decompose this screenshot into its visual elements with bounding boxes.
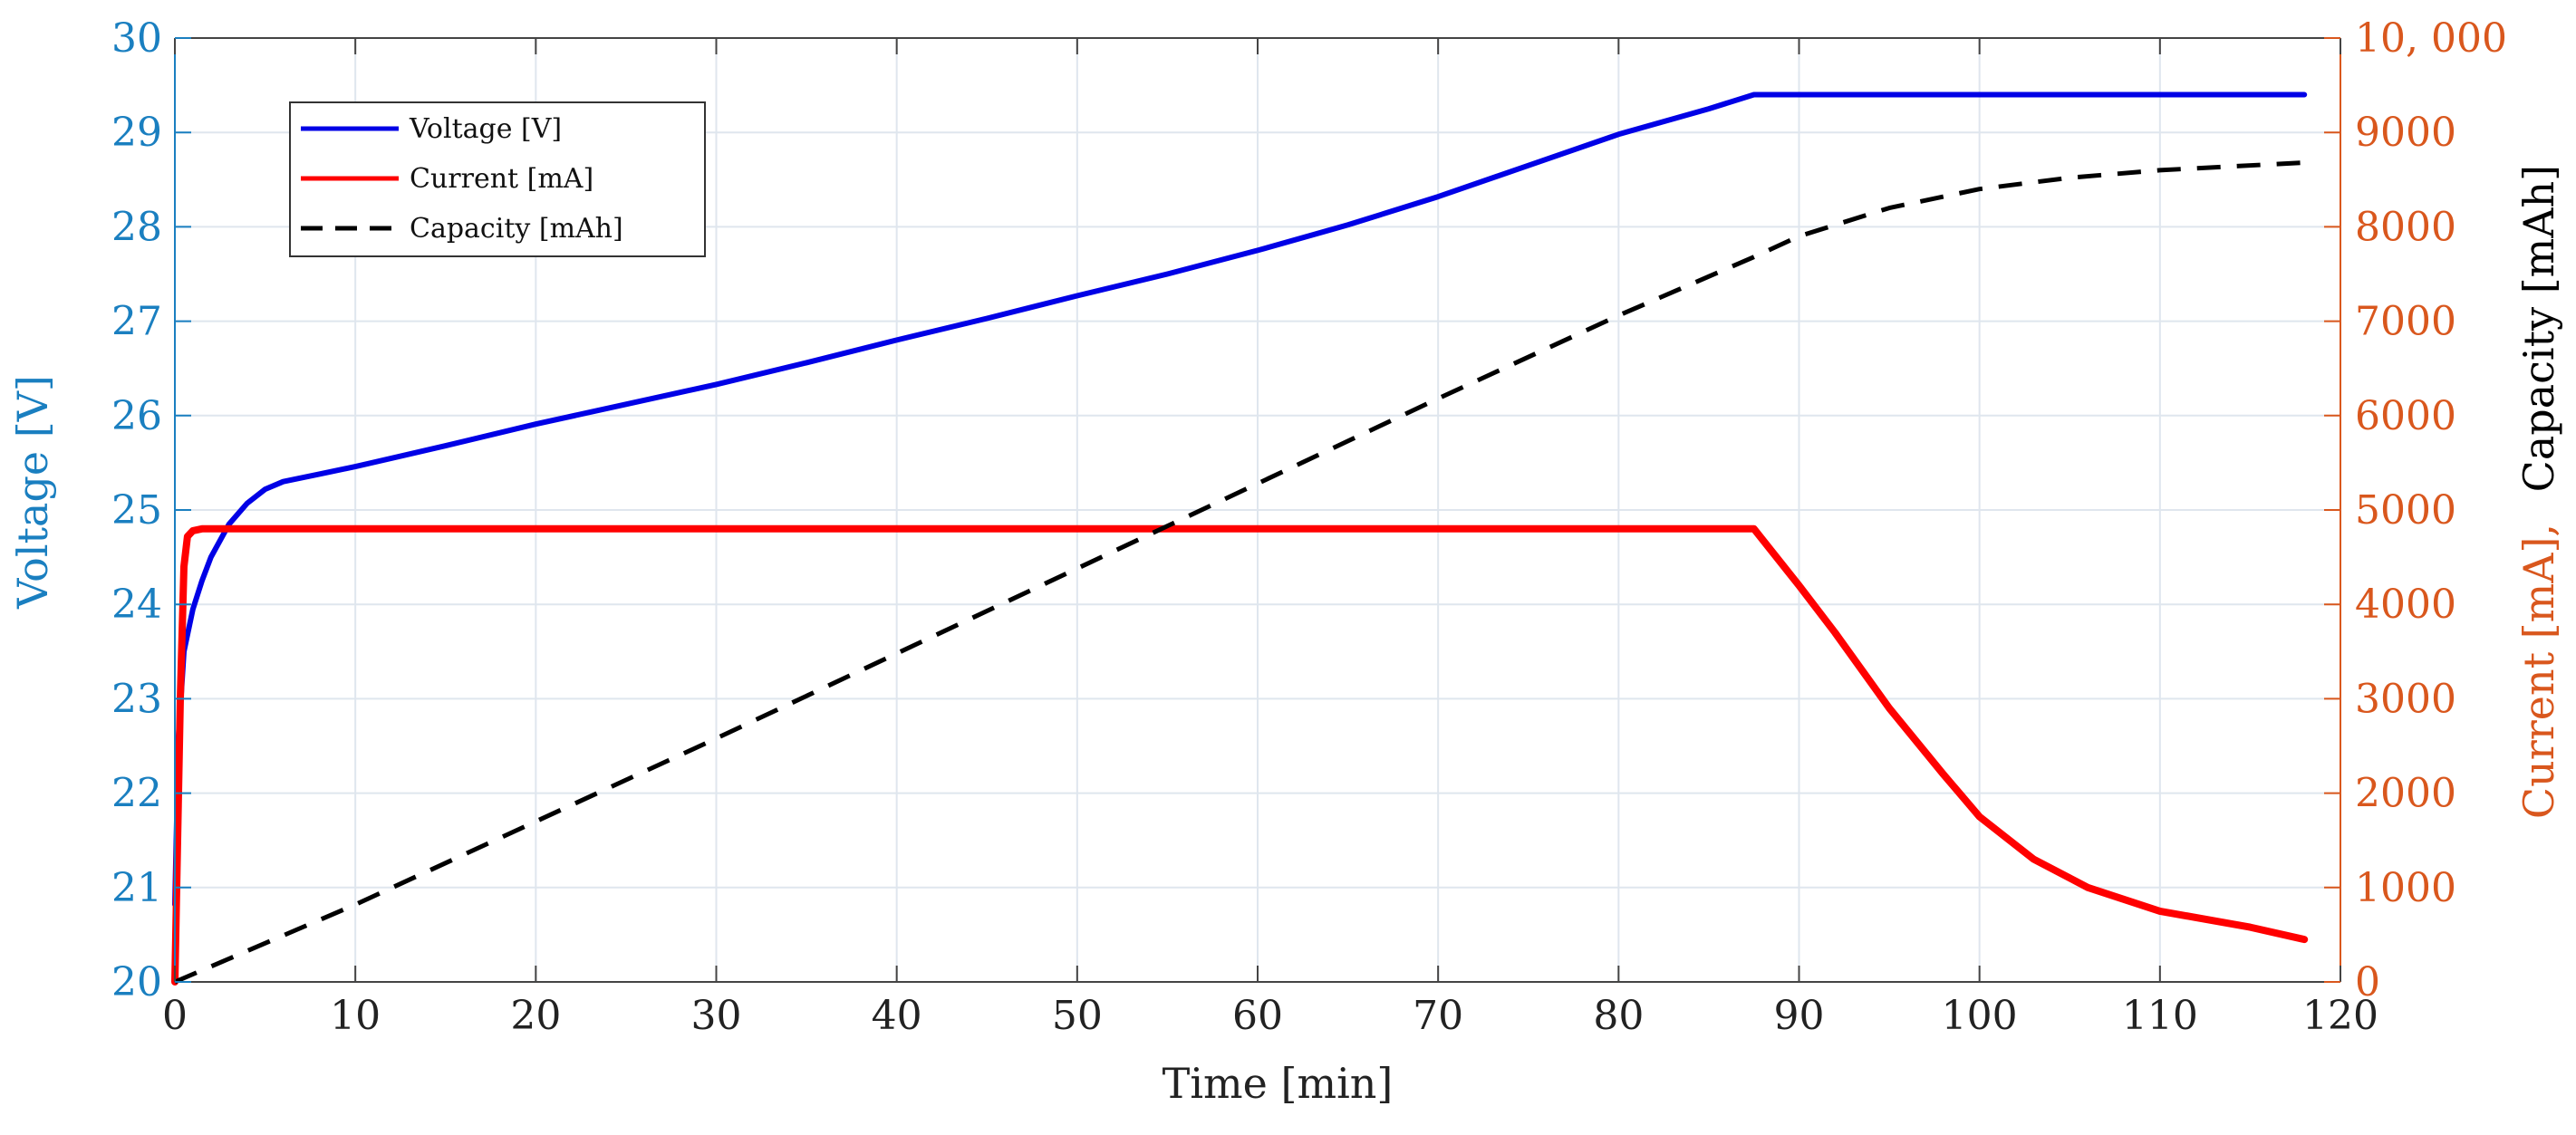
y-left-tick-label: 23 (111, 676, 162, 722)
x-tick-label: 0 (162, 993, 188, 1039)
x-tick-label: 30 (691, 993, 742, 1039)
x-tick-label: 80 (1593, 993, 1644, 1039)
x-tick-label: 120 (2302, 993, 2378, 1039)
y-right-tick-label: 6000 (2355, 393, 2456, 439)
series-line-1 (171, 524, 2309, 986)
y-right-tick-label: 4000 (2355, 582, 2456, 628)
x-tick-label: 100 (1942, 993, 2018, 1039)
x-tick-label: 70 (1413, 993, 1463, 1039)
y-left-tick-label: 22 (111, 771, 162, 817)
x-tick-label: 60 (1232, 993, 1283, 1039)
series-line-2 (174, 160, 2305, 985)
x-tick-label: 20 (510, 993, 561, 1039)
y-right-tick-label: 3000 (2355, 676, 2456, 722)
y-right-axis-title: Current [mA], Capacity [mAh] (2514, 165, 2563, 819)
y-right-tick-label: 2000 (2355, 771, 2456, 817)
y-right-tick-label: 0 (2355, 959, 2380, 1005)
y-left-tick-label: 28 (111, 204, 162, 250)
y-left-tick-label: 24 (111, 582, 162, 628)
y-right-tick-label: 1000 (2355, 865, 2456, 911)
y-left-tick-label: 21 (111, 865, 162, 911)
y-left-tick-label: 29 (111, 110, 162, 156)
y-left-tick-label: 26 (111, 393, 162, 439)
y-left-axis-title: Voltage [V] (8, 375, 57, 610)
y-left-tick-label: 20 (111, 959, 162, 1005)
y-right-tick-label: 9000 (2355, 110, 2456, 156)
y-right-tick-label: 8000 (2355, 204, 2456, 250)
y-left-tick-label: 25 (111, 487, 162, 534)
legend-label-0: Voltage [V] (409, 113, 562, 145)
y-right-current-title: Current [mA], (2514, 524, 2563, 819)
x-tick-label: 110 (2122, 993, 2198, 1039)
x-axis-title: Time [min] (1163, 1059, 1394, 1108)
y-left-tick-label: 30 (111, 15, 162, 62)
y-right-tick-label: 7000 (2355, 299, 2456, 345)
x-tick-label: 40 (872, 993, 922, 1039)
legend: Voltage [V] Current [mA] Capacity [mAh] (289, 101, 706, 257)
legend-label-2: Capacity [mAh] (410, 213, 623, 245)
x-tick-label: 10 (330, 993, 381, 1039)
x-tick-label: 50 (1052, 993, 1103, 1039)
y-right-tick-label: 5000 (2355, 487, 2456, 534)
axes-frame (174, 37, 2341, 983)
legend-label-1: Current [mA] (410, 163, 593, 195)
series-lines (171, 91, 2309, 986)
tick-labels: 0 10 20 30 40 50 60 70 80 90 100 110 120 20 21 22 23 24 25… (111, 15, 2507, 1039)
y-right-capacity-title: Capacity [mAh] (2514, 165, 2563, 492)
y-right-tick-label: 10, 000 (2355, 15, 2507, 62)
series-line-0 (172, 91, 2308, 908)
x-tick-label: 90 (1774, 993, 1825, 1039)
y-left-tick-label: 27 (111, 299, 162, 345)
